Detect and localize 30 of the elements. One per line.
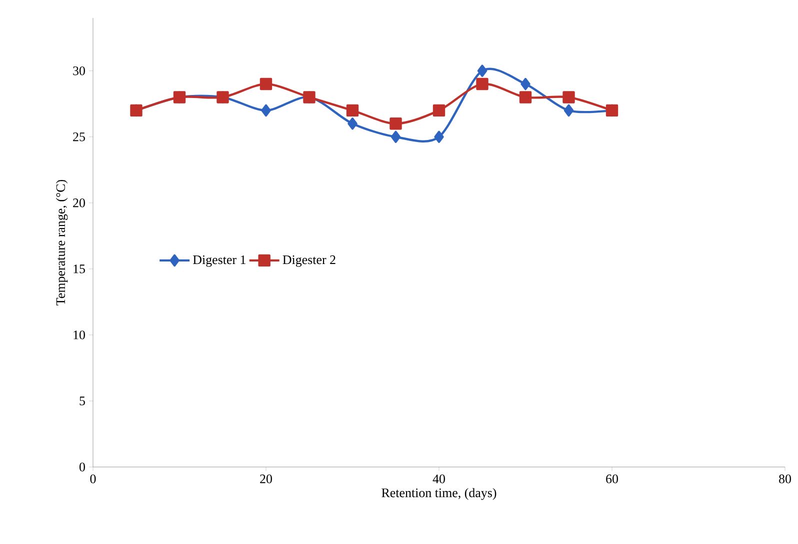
point xyxy=(390,118,402,130)
point xyxy=(346,104,359,117)
point xyxy=(432,104,446,117)
y-tick-label: 20 xyxy=(73,198,85,208)
legend-label: Digester 2 xyxy=(282,255,336,267)
x-tick-label: 80 xyxy=(779,474,791,484)
x-tick-label: 60 xyxy=(606,474,618,484)
point xyxy=(562,91,575,104)
x-axis-title: Retention time, (days) xyxy=(382,488,496,500)
y-tick-label: 5 xyxy=(80,396,85,406)
x-tick-label: 40 xyxy=(432,474,445,484)
y-tick-label: 0 xyxy=(80,462,85,472)
point xyxy=(564,104,574,117)
y-axis-title: Temperature range, (°C) xyxy=(56,180,68,306)
point xyxy=(519,91,532,104)
point xyxy=(434,130,444,143)
x-tick-label: 0 xyxy=(90,474,96,484)
point xyxy=(476,78,488,90)
y-tick-label: 25 xyxy=(73,132,85,142)
y-tick-label: 15 xyxy=(74,264,85,274)
point xyxy=(260,78,272,90)
point xyxy=(348,118,358,130)
point xyxy=(520,78,530,90)
x-tick-label: 20 xyxy=(260,474,272,484)
point xyxy=(477,64,488,77)
legend-label: Digester 1 xyxy=(193,255,246,267)
point xyxy=(261,104,271,117)
y-tick-label: 10 xyxy=(74,330,85,340)
y-tick-label: 30 xyxy=(73,66,85,76)
point xyxy=(390,130,401,143)
